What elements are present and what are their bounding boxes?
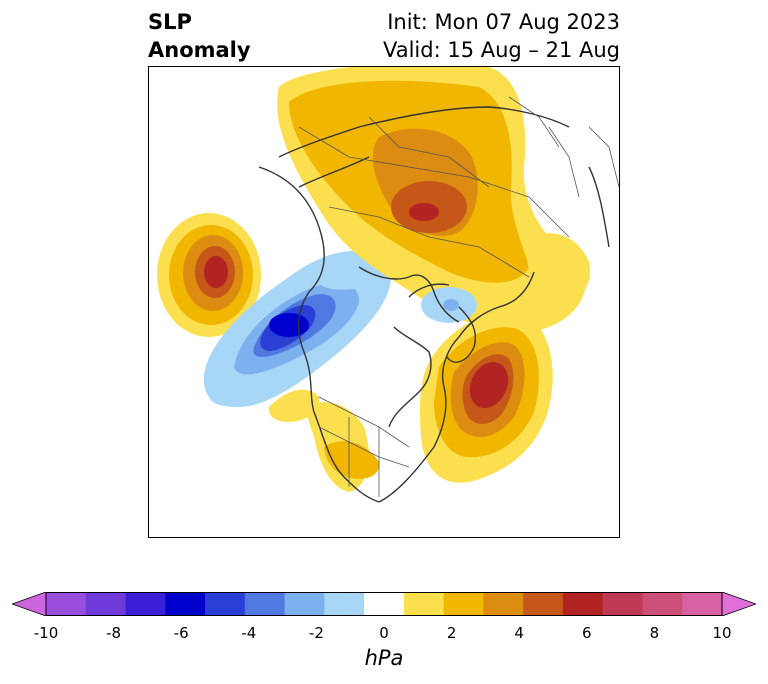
colorbar <box>12 592 756 616</box>
colorbar-segment <box>364 592 405 616</box>
colorbar-extend-max <box>721 592 756 616</box>
anomaly-siberia-high <box>277 67 590 333</box>
colorbar-segment <box>85 592 127 616</box>
colorbar-segment <box>284 592 325 616</box>
title-type: Anomaly <box>148 38 251 62</box>
colorbar-extend-min <box>12 592 47 616</box>
colorbar-segment <box>562 592 604 616</box>
colorbar-outline <box>45 592 723 616</box>
colorbar-segment <box>642 592 683 616</box>
anomaly-north-pacific-high <box>157 213 261 337</box>
colorbar-tick: 10 <box>712 624 732 642</box>
colorbar-tick: -4 <box>241 624 257 642</box>
colorbar-tick: 2 <box>446 624 457 642</box>
init-date: Init: Mon 07 Aug 2023 <box>387 10 620 34</box>
colorbar-tick: -8 <box>106 624 122 642</box>
colorbar-segment <box>46 592 87 616</box>
colorbar-tick: 6 <box>582 624 592 642</box>
colorbar-tick: 8 <box>649 624 660 642</box>
colorbar-ticks: -10 -8 -6 -4 -2 0 2 4 6 8 10 <box>0 624 768 644</box>
valid-range: Valid: 15 Aug – 21 Aug <box>382 38 620 62</box>
colorbar-tick: 0 <box>379 624 389 642</box>
colorbar-unit: hPa <box>364 646 404 670</box>
title-left: SLP Anomaly <box>148 8 251 64</box>
colorbar-segment <box>443 592 484 616</box>
title-right: Init: Mon 07 Aug 2023 Valid: 15 Aug – 21… <box>383 8 620 64</box>
colorbar-tick: 4 <box>514 624 524 642</box>
colorbar-segment <box>165 592 206 616</box>
colorbar-segment <box>205 592 246 616</box>
colorbar-segment <box>244 592 286 616</box>
map-panel <box>148 66 620 538</box>
title-variable: SLP <box>148 10 192 34</box>
coastlines <box>258 106 610 503</box>
colorbar-segment <box>682 592 723 616</box>
colorbar-tick: -2 <box>308 624 324 642</box>
colorbar-segment <box>483 592 524 616</box>
map-canvas <box>157 67 619 503</box>
colorbar-segment <box>602 592 643 616</box>
colorbar-segment <box>523 592 564 616</box>
country-borders <box>298 96 619 497</box>
colorbar-segment <box>125 592 166 616</box>
colorbar-tick: -6 <box>173 624 189 642</box>
colorbar-tick: -10 <box>33 624 59 642</box>
colorbar-segment <box>403 592 445 616</box>
colorbar-segment <box>324 592 365 616</box>
